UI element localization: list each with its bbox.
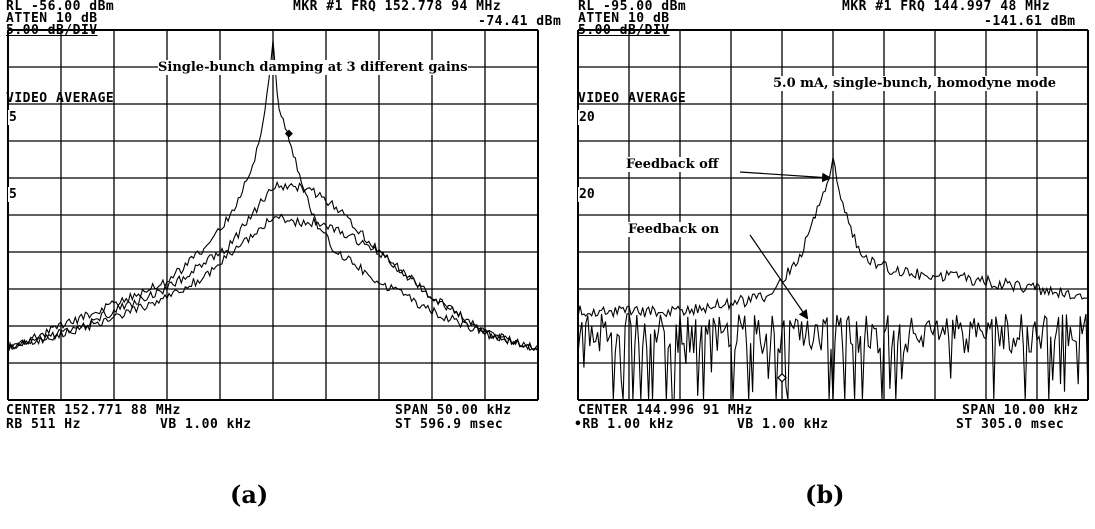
sweep-a: ST 596.9 msec: [395, 417, 504, 432]
trace-series-1: [577, 157, 1089, 319]
arrow-feedback-off: [739, 171, 832, 183]
rbw-a: RB 511 Hz: [6, 417, 81, 432]
caption-b: (b): [805, 480, 845, 509]
arrow-feedback-on: [749, 234, 809, 320]
label-feedback-off: Feedback off: [626, 157, 719, 172]
marker-diamond-a: [284, 129, 293, 138]
span-a: SPAN 50.00 kHz: [395, 403, 512, 418]
video-average-a: VIDEO AVERAGE: [6, 91, 115, 106]
trace-series-3: [7, 213, 539, 353]
ref-level-a: RL -56.00 dBm: [6, 0, 115, 14]
sweep-b: ST 305.0 msec: [956, 417, 1065, 432]
ref-tag-b-2: 20: [578, 187, 596, 202]
center-freq-a: CENTER 152.771 88 MHz: [6, 403, 181, 418]
spectrum-panel-a: RL -56.00 dBm MKR #1 FRQ 152.778 94 MHz …: [0, 0, 562, 529]
spectrum-panel-b: RL -95.00 dBm MKR #1 FRQ 144.997 48 MHz …: [570, 0, 1095, 529]
marker-freq-a: MKR #1 FRQ 152.778 94 MHz: [293, 0, 502, 14]
marker-diamond-b: [777, 372, 787, 383]
trace-series-1: [7, 40, 539, 353]
marker-level-a: -74.41 dBm: [478, 14, 562, 29]
vbw-b: VB 1.00 kHz: [737, 417, 829, 432]
ref-tag-b-1: 20: [578, 110, 596, 125]
label-feedback-on: Feedback on: [628, 222, 720, 237]
spectrum-plot-b: [577, 29, 1089, 401]
marker-freq-b: MKR #1 FRQ 144.997 48 MHz: [842, 0, 1051, 14]
grid: [577, 29, 1089, 401]
vbw-a: VB 1.00 kHz: [160, 417, 252, 432]
video-average-b: VIDEO AVERAGE: [578, 91, 687, 106]
ref-level-b: RL -95.00 dBm: [578, 0, 687, 14]
center-freq-b: CENTER 144.996 91 MHz: [578, 403, 753, 418]
trace-series-2: [7, 180, 539, 353]
annotation-b: 5.0 mA, single-bunch, homodyne mode: [773, 76, 1057, 91]
atten-b: ATTEN 10 dB: [578, 11, 670, 26]
caption-a: (a): [230, 480, 269, 509]
span-b: SPAN 10.00 kHz: [962, 403, 1079, 418]
ref-tag-a-2: 5: [8, 187, 18, 202]
rbw-b: •RB 1.00 kHz: [574, 417, 674, 432]
spectrum-plot-a: [7, 29, 539, 401]
grid: [7, 29, 539, 401]
ref-tag-a-1: 5: [8, 110, 18, 125]
trace-series-2: [577, 312, 1089, 401]
annotation-a: Single-bunch damping at 3 different gain…: [158, 60, 468, 75]
marker-level-b: -141.61 dBm: [984, 14, 1076, 29]
atten-a: ATTEN 10 dB: [6, 11, 98, 26]
